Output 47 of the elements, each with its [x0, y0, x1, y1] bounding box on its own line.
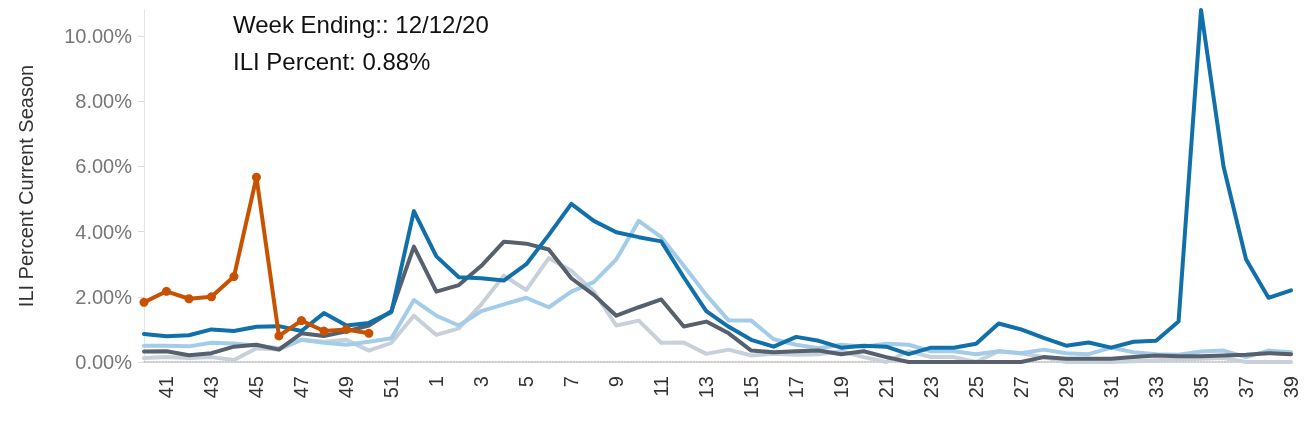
x-tick-label: 51	[380, 376, 403, 399]
annotation: ILI Percent: 0.88%	[233, 47, 431, 75]
point	[139, 297, 149, 307]
line-series	[142, 8, 1293, 357]
x-tick-label: 13	[695, 376, 718, 399]
x-tick-label: 47	[290, 376, 313, 399]
x-tick-label: 11	[650, 376, 673, 397]
x-tick-label: 5	[515, 376, 538, 388]
x-tick-label: 43	[200, 376, 223, 399]
x-tick-label: 23	[920, 376, 943, 399]
y-axis-title: ILI Percent Current Season	[15, 64, 37, 308]
x-tick-label: 45	[245, 376, 268, 399]
x-tick-label: 15	[740, 376, 763, 399]
x-tick-label: 17	[785, 376, 808, 399]
annotation: Week Ending:: 12/12/20	[233, 10, 489, 38]
point	[274, 331, 284, 341]
x-tick-label: 9	[605, 376, 628, 388]
point	[162, 286, 171, 296]
point	[251, 172, 261, 182]
x-tick-label: 25	[965, 376, 988, 399]
point	[296, 316, 306, 326]
x-tick-label: 39	[1280, 376, 1302, 399]
x-tick-label: 19	[830, 376, 853, 399]
x-tick-label: 37	[1235, 376, 1258, 399]
y-tick-label: 10.00%	[64, 25, 133, 48]
y-tick-label: 6.00%	[75, 155, 133, 178]
x-tick-label: 27	[1010, 376, 1033, 399]
point	[319, 326, 329, 336]
x-tick-label: 31	[1100, 376, 1123, 399]
x-tick-label: 35	[1190, 376, 1213, 399]
point	[341, 324, 351, 334]
x-tick-label: 33	[1145, 376, 1168, 399]
x-tick-label: 21	[875, 376, 898, 399]
point	[229, 272, 239, 282]
y-tick-label: 2.00%	[75, 285, 133, 308]
point	[184, 294, 194, 304]
y-tick-label: 8.00%	[75, 90, 133, 113]
x-tick-label: 1	[425, 376, 448, 388]
x-tick-label: 29	[1055, 376, 1078, 399]
x-tick-label: 7	[560, 376, 583, 388]
x-tick-label: 41	[155, 376, 178, 399]
point	[364, 328, 374, 338]
y-tick-label: 4.00%	[75, 220, 133, 243]
point	[206, 292, 216, 302]
x-tick-label: 3	[470, 376, 493, 388]
x-tick-label: 49	[335, 376, 358, 399]
y-tick-label: 0.00%	[75, 351, 133, 373]
